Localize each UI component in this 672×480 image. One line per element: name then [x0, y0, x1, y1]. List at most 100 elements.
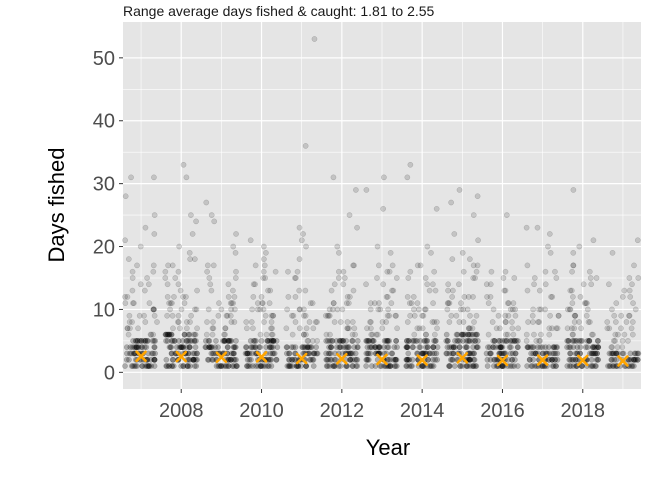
data-point [131, 363, 138, 369]
data-point [404, 344, 411, 350]
data-point [141, 344, 148, 350]
data-point [168, 350, 175, 357]
data-point [215, 344, 221, 350]
average-marker [536, 354, 549, 366]
data-point [546, 331, 553, 338]
data-point [411, 338, 417, 344]
data-point [595, 344, 602, 350]
data-point [571, 319, 578, 325]
data-point [204, 262, 211, 269]
data-point [457, 338, 463, 344]
data-point [613, 319, 619, 325]
data-point [470, 331, 476, 338]
data-point [354, 224, 360, 231]
data-point [609, 306, 615, 313]
data-point [584, 338, 591, 344]
data-point [590, 363, 596, 369]
data-point [394, 325, 400, 332]
data-point [191, 338, 198, 344]
data-point [492, 344, 499, 350]
data-point [268, 319, 275, 325]
x-tick-label: 2012 [320, 400, 365, 422]
data-point [572, 350, 579, 357]
data-point [470, 294, 476, 300]
data-point [206, 344, 213, 350]
data-point [301, 312, 307, 319]
data-point [247, 338, 254, 344]
data-point [524, 262, 531, 269]
data-point [462, 344, 469, 350]
data-point [489, 319, 496, 325]
data-point [634, 237, 641, 244]
data-point [390, 356, 397, 363]
data-point [394, 344, 400, 350]
data-point [387, 363, 393, 369]
data-point [457, 363, 464, 369]
data-point [193, 356, 199, 363]
data-point [371, 300, 378, 306]
data-point [347, 356, 353, 363]
data-point [417, 344, 424, 350]
data-point [619, 350, 626, 357]
data-point [585, 319, 592, 325]
data-point [626, 287, 633, 294]
data-point [151, 344, 158, 350]
data-point [571, 325, 578, 332]
data-point [569, 300, 576, 306]
data-point [472, 275, 478, 281]
data-point [384, 338, 391, 344]
data-point [467, 312, 473, 319]
data-point [609, 350, 616, 357]
data-point [384, 338, 390, 344]
data-point [180, 161, 187, 168]
data-point [308, 356, 314, 363]
data-point [594, 350, 600, 357]
average-marker [175, 350, 188, 363]
data-point [136, 312, 143, 319]
data-point [465, 331, 471, 338]
data-point [381, 174, 387, 181]
data-point [208, 212, 215, 218]
data-point [273, 356, 280, 363]
data-point [461, 294, 468, 300]
data-point [620, 350, 627, 357]
data-point [327, 338, 333, 344]
data-point [244, 363, 250, 369]
data-point [523, 338, 530, 344]
data-point [548, 294, 554, 300]
data-point [250, 294, 257, 300]
data-point [484, 294, 490, 300]
data-point [364, 338, 370, 344]
data-point [190, 350, 196, 357]
data-point [151, 356, 158, 363]
data-point [364, 350, 371, 357]
data-point [483, 350, 490, 357]
data-point [307, 344, 314, 350]
data-point [310, 350, 316, 357]
data-point [446, 319, 453, 325]
data-point [142, 224, 149, 231]
data-point [547, 250, 554, 256]
data-point [260, 268, 267, 275]
data-point [379, 319, 386, 325]
data-point [258, 363, 264, 369]
data-point [445, 281, 451, 288]
data-point [364, 325, 370, 332]
data-point [386, 268, 393, 275]
data-point [332, 363, 338, 369]
data-point [340, 344, 347, 350]
data-point [186, 250, 193, 256]
data-point [184, 338, 190, 344]
data-point [524, 344, 531, 350]
data-point [406, 338, 412, 344]
data-point [458, 331, 465, 338]
data-point [193, 338, 199, 344]
data-point [432, 356, 439, 363]
data-point [177, 287, 184, 294]
data-point [233, 363, 239, 369]
data-point [264, 338, 271, 344]
data-point [449, 350, 455, 357]
data-point [420, 312, 427, 319]
data-point [164, 294, 171, 300]
data-point [337, 319, 344, 325]
